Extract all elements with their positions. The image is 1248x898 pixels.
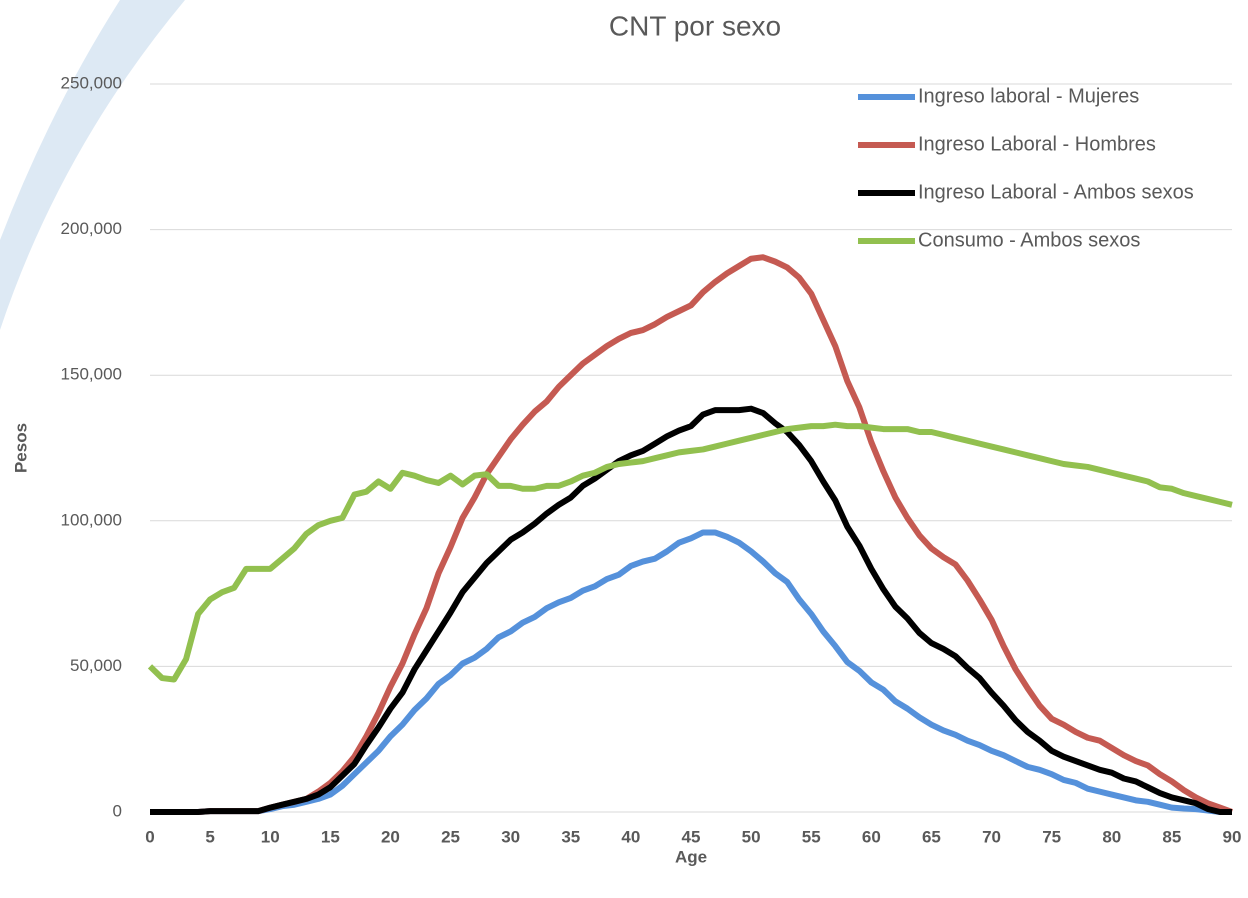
x-tick-label: 0 <box>145 827 154 846</box>
x-tick-label: 55 <box>802 827 821 846</box>
y-tick-label: 0 <box>113 801 122 820</box>
y-tick-label: 50,000 <box>70 656 122 675</box>
decoration <box>0 0 185 330</box>
chart-title: CNT por sexo <box>609 10 781 41</box>
legend-label: Ingreso Laboral - Hombres <box>918 133 1156 155</box>
x-tick-label: 5 <box>205 827 214 846</box>
x-tick-label: 75 <box>1042 827 1061 846</box>
x-tick-label: 65 <box>922 827 941 846</box>
series-line <box>150 529 1232 815</box>
x-tick-label: 85 <box>1162 827 1181 846</box>
x-tick-label: 20 <box>381 827 400 846</box>
legend-label: Consumo - Ambos sexos <box>918 229 1140 251</box>
series-line <box>147 421 1233 683</box>
x-tick-label: 80 <box>1102 827 1121 846</box>
y-tick-label: 150,000 <box>61 365 122 384</box>
x-tick-label: 25 <box>441 827 460 846</box>
legend-label: Ingreso laboral - Mujeres <box>918 85 1139 107</box>
y-tick-label: 200,000 <box>61 219 122 238</box>
x-tick-label: 90 <box>1223 827 1242 846</box>
y-tick-label: 100,000 <box>61 510 122 529</box>
x-tick-label: 30 <box>501 827 520 846</box>
y-tick-label: 250,000 <box>61 73 122 92</box>
x-tick-label: 50 <box>742 827 761 846</box>
series-line <box>150 405 1232 815</box>
x-tick-label: 70 <box>982 827 1001 846</box>
x-tick-label: 10 <box>261 827 280 846</box>
x-axis-label: Age <box>675 847 707 866</box>
series-line <box>150 254 1234 815</box>
x-tick-label: 40 <box>621 827 640 846</box>
x-tick-label: 15 <box>321 827 340 846</box>
x-tick-label: 35 <box>561 827 580 846</box>
legend-label: Ingreso Laboral - Ambos sexos <box>918 181 1194 203</box>
x-tick-label: 60 <box>862 827 881 846</box>
y-axis-label: Pesos <box>11 423 30 473</box>
x-tick-label: 45 <box>682 827 701 846</box>
